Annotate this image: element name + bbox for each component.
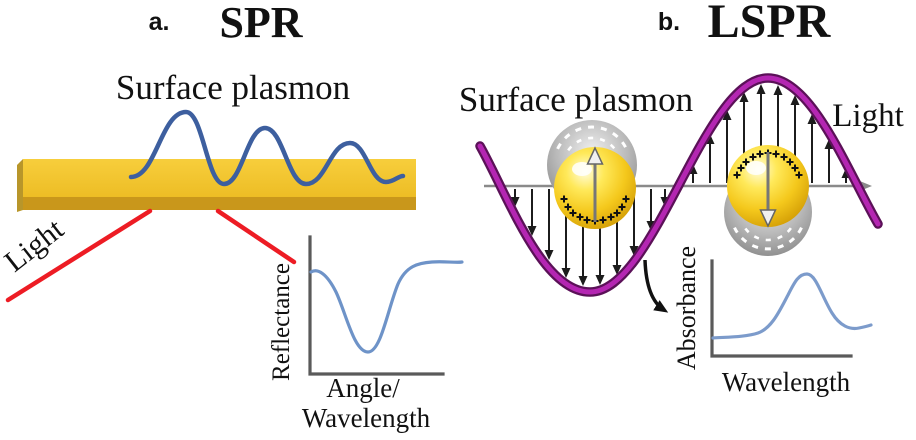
panel-b: b. LSPR Surface plasmon Light (459, 0, 904, 397)
dipole-arrow-up-head (586, 146, 604, 165)
absorbance-axis-label: Absorbance (672, 246, 701, 370)
negative-charge-dashes-inner (567, 136, 617, 152)
absorbance-xlabel: Wavelength (722, 367, 851, 397)
panel-b-label: b. (658, 8, 680, 36)
specular-highlight (572, 162, 592, 176)
absorbance-plot: Absorbance Wavelength (672, 246, 873, 397)
reflectance-xlabel-line1: Angle/ (326, 373, 400, 403)
reflected-light-ray (215, 208, 297, 265)
nanoparticle-2 (724, 145, 812, 256)
nanoparticle-1 (547, 120, 637, 229)
curved-pointer-arrow (643, 259, 669, 313)
gold-film-bottom-edge (23, 197, 416, 210)
incident-light-ray (5, 208, 153, 303)
panel-b-surface-plasmon-label: Surface plasmon (459, 80, 693, 119)
light-wave-core (477, 75, 881, 295)
panel-a-surface-plasmon-label: Surface plasmon (116, 68, 350, 107)
propagating-plasmon-wave (128, 109, 406, 187)
reflectance-axis-label: Reflectance (268, 263, 295, 381)
specular-highlight (746, 161, 766, 175)
panel-b-light-label: Light (832, 98, 904, 134)
reflectance-plot: Reflectance Angle/ Wavelength (268, 235, 464, 433)
gold-film-top-face (23, 159, 416, 197)
light-wave (475, 73, 883, 297)
gold-film-left-edge (17, 159, 23, 212)
panel-b-title: LSPR (708, 0, 832, 48)
positive-charge-plus-marks (560, 195, 630, 225)
reflectance-plot-axes (308, 235, 445, 376)
positive-charge-plus-marks (733, 149, 803, 179)
panel-a: a. SPR Surface plasmon Light Reflectance… (0, 0, 464, 433)
absorbance-plot-axes (710, 259, 853, 358)
gold-film (17, 159, 416, 212)
reflectance-xlabel-line2: Wavelength (302, 403, 431, 433)
panel-a-title: SPR (219, 0, 303, 47)
negative-charge-dashes-outer (556, 125, 628, 150)
reflectance-curve (309, 260, 464, 354)
negative-charge-dashes-inner (744, 227, 792, 242)
panel-a-label: a. (149, 8, 170, 36)
dipole-arrow-down-head (759, 209, 777, 228)
negative-charge-dashes-outer (733, 226, 803, 251)
absorbance-curve (711, 272, 873, 340)
